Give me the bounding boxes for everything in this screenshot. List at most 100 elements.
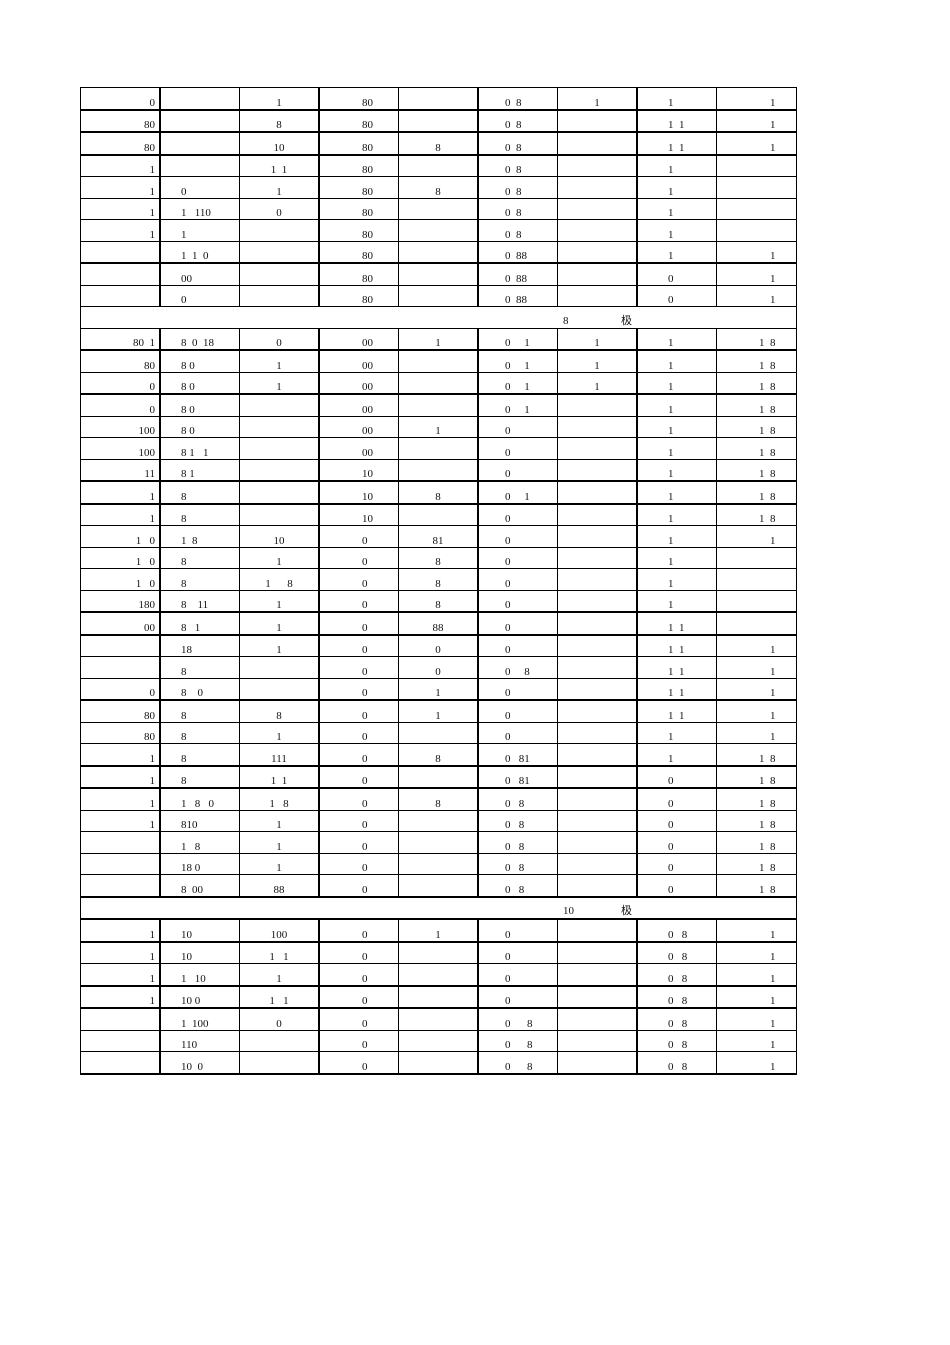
table-cell: 80 bbox=[318, 197, 399, 220]
table-cell: 0 bbox=[318, 963, 399, 987]
table-cell bbox=[557, 787, 638, 811]
table-cell: 0 8 bbox=[636, 1029, 717, 1052]
table-cell: 111 bbox=[239, 743, 320, 767]
table-cell: 1 bbox=[636, 197, 717, 220]
table-cell: 80 bbox=[318, 219, 399, 242]
table-cell: 1 bbox=[398, 677, 479, 701]
table-cell: 0 bbox=[80, 371, 161, 395]
table-cell: 0 bbox=[477, 699, 558, 723]
table-cell: 80 bbox=[318, 284, 399, 307]
table-cell: 00 bbox=[318, 393, 399, 417]
table-cell: 00 bbox=[318, 349, 399, 373]
table-cell: 1 1 bbox=[636, 109, 717, 133]
table-cell: 1 bbox=[716, 677, 797, 701]
table-cell: 0 bbox=[318, 787, 399, 811]
table-row: 11 8 1 10 0 1 1 8 bbox=[80, 458, 797, 482]
table-cell: 0 8 bbox=[477, 874, 558, 898]
table-cell: 0 bbox=[318, 941, 399, 964]
table-cell: 8 1 bbox=[159, 611, 240, 636]
table-cell: 1 8 bbox=[716, 852, 797, 875]
table-cell: 1 bbox=[80, 154, 161, 177]
table-cell bbox=[80, 240, 161, 264]
table-cell: 0 bbox=[239, 197, 320, 220]
table-cell: 1 8 bbox=[716, 831, 797, 854]
table-cell: 1 8 bbox=[716, 458, 797, 482]
table-row: 1 8 10 0 1 1 8 bbox=[80, 503, 797, 526]
table-cell bbox=[557, 1007, 638, 1031]
table-cell: 0 88 bbox=[477, 284, 558, 307]
table-cell bbox=[557, 437, 638, 460]
table-cell bbox=[398, 197, 479, 220]
table-cell bbox=[239, 458, 320, 482]
table-cell: 0 bbox=[318, 634, 399, 657]
table-cell: 1 bbox=[636, 154, 717, 177]
table-cell: 8 0 bbox=[159, 677, 240, 701]
table-cell: 1 bbox=[80, 963, 161, 987]
table-cell: 0 8 bbox=[477, 197, 558, 220]
table-cell: 1 10 bbox=[159, 963, 240, 987]
table-cell: 1 8 bbox=[716, 743, 797, 767]
table-cell: 1 bbox=[398, 699, 479, 723]
table-cell: 1 bbox=[398, 327, 479, 351]
table-cell: 1 0 bbox=[80, 568, 161, 591]
table-cell bbox=[557, 546, 638, 569]
table-cell: 81 bbox=[398, 525, 479, 548]
table-cell: 8 bbox=[398, 568, 479, 591]
table-cell: 0 bbox=[477, 525, 558, 548]
table-cell: 1 0 bbox=[80, 525, 161, 548]
table-cell: 0 bbox=[80, 393, 161, 417]
table-cell bbox=[239, 284, 320, 307]
table-cell: 0 bbox=[318, 831, 399, 854]
table-cell bbox=[398, 1007, 479, 1031]
table-cell: 0 8 bbox=[636, 941, 717, 964]
table-cell: 1 8 bbox=[716, 393, 797, 417]
table-cell bbox=[716, 197, 797, 220]
table-cell: 0 1 bbox=[477, 480, 558, 505]
table-cell bbox=[398, 963, 479, 987]
table-cell: 1 bbox=[239, 809, 320, 832]
table-cell: 80 bbox=[80, 131, 161, 156]
table-cell: 10 0 bbox=[159, 1051, 240, 1075]
table-cell: 0 bbox=[318, 809, 399, 832]
table-cell: 1 bbox=[636, 503, 717, 526]
table-cell bbox=[716, 589, 797, 613]
table-cell: 0 bbox=[636, 809, 717, 832]
table-cell bbox=[239, 503, 320, 526]
table-cell: 8 bbox=[159, 546, 240, 569]
table-cell: 1 bbox=[716, 525, 797, 548]
table-cell: 1 bbox=[636, 525, 717, 548]
table-cell: 0 bbox=[80, 677, 161, 701]
table-cell bbox=[398, 240, 479, 264]
table-cell: 1 bbox=[636, 546, 717, 569]
table-cell bbox=[557, 197, 638, 220]
table-cell: 1 bbox=[636, 437, 717, 460]
table-cell: 0 bbox=[636, 787, 717, 811]
table-cell: 0 bbox=[477, 677, 558, 701]
table-cell: 10 bbox=[239, 525, 320, 548]
table-cell: 80 bbox=[318, 262, 399, 286]
table-cell: 8 bbox=[239, 109, 320, 133]
table-cell: 10 0 bbox=[159, 985, 240, 1009]
table-cell bbox=[716, 219, 797, 242]
table-cell bbox=[159, 154, 240, 177]
section-header-row: 10 极 bbox=[80, 896, 797, 920]
table-cell: 1 8 bbox=[716, 371, 797, 395]
table-cell: 1 100 bbox=[159, 1007, 240, 1031]
table-cell: 1 bbox=[716, 941, 797, 964]
table-cell bbox=[557, 525, 638, 548]
table-cell: 1 bbox=[636, 240, 717, 264]
table-cell bbox=[239, 1029, 320, 1052]
table-cell: 0 bbox=[477, 503, 558, 526]
table-cell: 1 1 bbox=[636, 677, 717, 701]
table-cell: 8 bbox=[159, 656, 240, 679]
table-cell: 1 bbox=[80, 809, 161, 832]
